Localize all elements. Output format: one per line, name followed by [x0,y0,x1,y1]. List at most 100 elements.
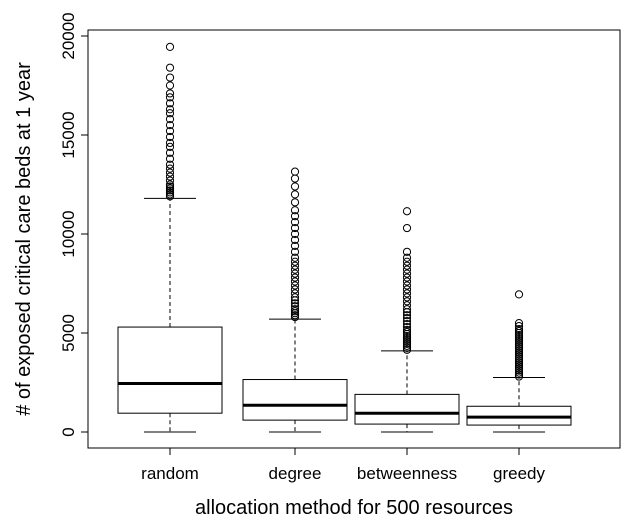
outlier-point [165,182,175,191]
y-axis: 0 5000 10000 15000 20000 [59,12,88,437]
outlier-point [402,335,412,345]
outlier-point [402,281,412,290]
outlier-point [165,160,175,169]
outlier-point [514,352,524,361]
outlier-point [165,93,175,102]
outlier-point [165,121,175,130]
outlier-point [165,81,175,90]
outlier-point [165,148,175,157]
outlier-point [402,343,412,352]
outlier-point [514,364,524,373]
outlier-point [514,334,524,344]
outlier-point [402,333,412,343]
outlier-point [514,362,524,371]
outlier-point [402,207,412,216]
outlier-point [514,358,524,367]
outlier-point [290,212,300,221]
outlier-point [165,154,175,163]
outlier-point [165,105,175,114]
outlier-point [165,132,175,142]
outlier-point [165,186,175,195]
x-axis-title: allocation method for 500 resources [195,497,513,519]
outlier-point [290,313,300,322]
outlier-point [290,305,300,314]
outlier-point [514,332,524,342]
outlier-point [290,223,300,233]
outlier-point [402,253,412,262]
outlier-point [402,247,412,256]
outlier-point [165,172,175,181]
outlier-point [402,293,412,302]
outlier-point [514,290,524,299]
outlier-point [290,167,300,176]
outlier-point [165,99,175,108]
boxes [117,42,572,433]
outlier-point [402,223,412,233]
outlier-point [402,305,412,314]
box-degree [242,167,348,433]
outlier-point [290,261,300,270]
iqr-box [354,393,460,425]
outlier-point [290,293,300,302]
iqr-box [242,379,348,421]
x-tick-label-greedy: greedy [493,464,545,483]
outlier-point [402,327,412,337]
outlier-point [290,241,300,250]
outlier-point [402,341,412,350]
outlier-point [402,277,412,286]
outlier-point [290,281,300,290]
outlier-point [514,346,524,355]
outlier-point [402,339,412,348]
outlier-point [402,273,412,282]
outlier-point [165,73,175,82]
outlier-point [165,164,175,173]
outlier-point [514,344,524,353]
box-random [117,42,223,433]
outlier-point [402,261,412,270]
outlier-point [165,89,175,98]
outlier-point [290,285,300,294]
outlier-point [290,235,300,245]
y-axis-title: # of exposed critical care beds at 1 yea… [13,62,35,416]
outlier-point [290,247,300,256]
outlier-point [514,356,524,365]
outlier-point [165,42,175,51]
outlier-point [514,368,524,377]
outlier-point [165,184,175,193]
outlier-point [165,176,175,185]
outlier-point [290,206,300,215]
outlier-point [514,366,524,375]
outlier-point [165,109,175,118]
outlier-point [402,285,412,294]
outlier-point [402,301,412,310]
outlier-point [402,265,412,274]
outlier-point [402,325,412,335]
outlier-point [402,314,412,323]
outlier-point [514,350,524,359]
box-greedy [466,290,572,433]
outlier-point [290,182,300,191]
outlier-point [290,190,300,199]
outlier-point [165,192,175,201]
outlier-point [402,317,412,326]
outlier-point [165,190,175,199]
outlier-point [290,257,300,266]
outlier-point [514,370,524,379]
x-axis: random degree betweenness greedy [141,448,545,483]
outlier-point [402,311,412,320]
outlier-point [514,348,524,357]
outlier-point [165,180,175,189]
outlier-point [290,174,300,183]
outlier-point [290,273,300,282]
y-tick-label-4: 20000 [59,12,78,59]
outlier-point [402,269,412,278]
y-tick-label-0: 0 [59,427,78,436]
outlier-point [514,360,524,369]
outlier-point [290,302,300,311]
outlier-point [165,142,175,151]
outlier-point [514,324,524,334]
outlier-point [290,277,300,286]
outlier-point [514,340,524,349]
outlier-point [514,338,524,347]
